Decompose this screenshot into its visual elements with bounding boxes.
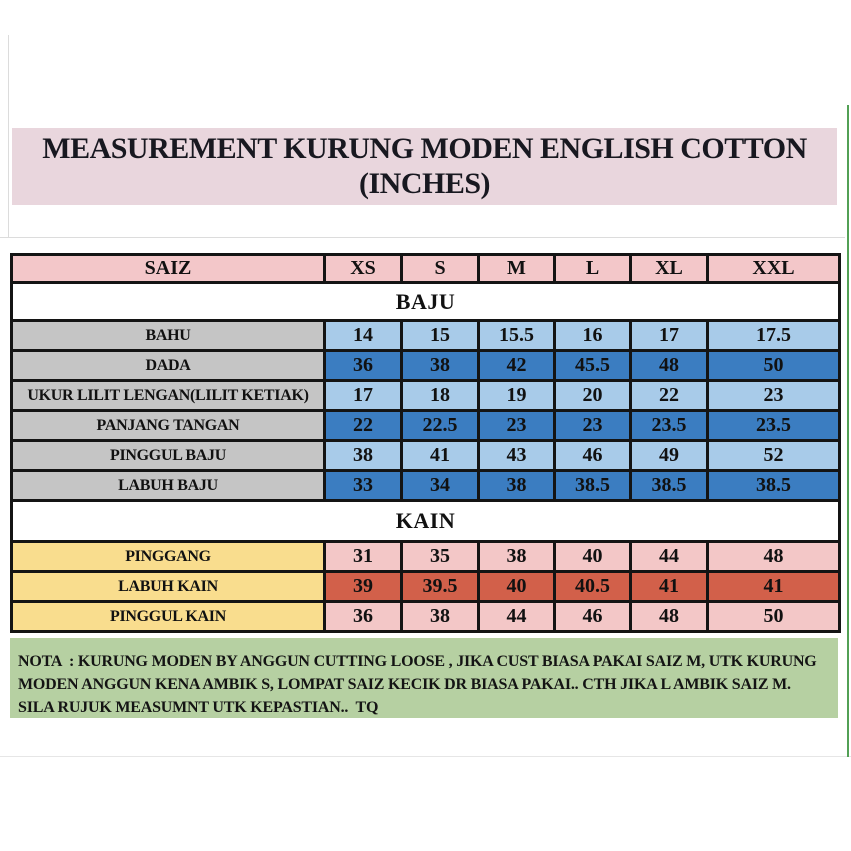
value-cell: 49 [629, 439, 709, 472]
value-cell: 36 [323, 600, 403, 633]
value-cell: 18 [400, 379, 480, 412]
value-cell: 38 [400, 349, 480, 382]
table-row: PANJANG TANGAN 22 22.5 23 23 23.5 23.5 [10, 409, 841, 442]
value-cell: 40.5 [553, 570, 632, 603]
gridline-artifact-vertical [8, 35, 9, 237]
value-cell: 20 [553, 379, 632, 412]
value-cell: 19 [477, 379, 556, 412]
note-text: NOTA : KURUNG MODEN BY ANGGUN CUTTING LO… [10, 638, 838, 718]
section-row-kain: KAIN [10, 499, 841, 543]
value-cell: 38.5 [553, 469, 632, 502]
value-cell: 48 [629, 600, 709, 633]
value-cell: 45.5 [553, 349, 632, 382]
value-cell: 17 [323, 379, 403, 412]
col-header-l: L [553, 253, 632, 284]
value-cell: 15.5 [477, 319, 556, 352]
value-cell: 23 [477, 409, 556, 442]
value-cell: 23.5 [706, 409, 841, 442]
section-header-kain: KAIN [10, 499, 841, 543]
value-cell: 23 [553, 409, 632, 442]
value-cell: 34 [400, 469, 480, 502]
col-header-xxl: XXL [706, 253, 841, 284]
value-cell: 50 [706, 600, 841, 633]
value-cell: 17.5 [706, 319, 841, 352]
table-row: PINGGANG 31 35 38 40 44 48 [10, 540, 841, 573]
row-label: BAHU [10, 319, 326, 352]
row-label: LABUH KAIN [10, 570, 326, 603]
value-cell: 22 [323, 409, 403, 442]
value-cell: 22 [629, 379, 709, 412]
value-cell: 38 [477, 469, 556, 502]
value-cell: 48 [706, 540, 841, 573]
value-cell: 38.5 [629, 469, 709, 502]
value-cell: 38 [477, 540, 556, 573]
gridline-artifact-horizontal-bottom [0, 756, 851, 757]
value-cell: 36 [323, 349, 403, 382]
table-row: PINGGUL KAIN 36 38 44 46 48 50 [10, 600, 841, 633]
value-cell: 40 [477, 570, 556, 603]
gridline-artifact-horizontal-top [0, 237, 845, 238]
value-cell: 42 [477, 349, 556, 382]
table-row: DADA 36 38 42 45.5 48 50 [10, 349, 841, 382]
table-row: LABUH BAJU 33 34 38 38.5 38.5 38.5 [10, 469, 841, 502]
section-row-baju: BAJU [10, 281, 841, 322]
value-cell: 38.5 [706, 469, 841, 502]
value-cell: 40 [553, 540, 632, 573]
value-cell: 39 [323, 570, 403, 603]
value-cell: 15 [400, 319, 480, 352]
page-title: MEASUREMENT KURUNG MODEN ENGLISH COTTON [42, 132, 807, 165]
measurement-table: SAIZ XS S M L XL XXL BAJU BAHU 14 15 15.5 16 17 17.5 D… [10, 253, 841, 633]
table-row: UKUR LILIT LENGAN(LILIT KETIAK) 17 18 19 20 2… [10, 379, 841, 412]
row-label: UKUR LILIT LENGAN(LILIT KETIAK) [10, 379, 326, 412]
col-header-s: S [400, 253, 480, 284]
value-cell: 41 [629, 570, 709, 603]
row-label: PINGGUL KAIN [10, 600, 326, 633]
value-cell: 23 [706, 379, 841, 412]
table-body: BAJU BAHU 14 15 15.5 16 17 17.5 DADA 36 38 42 45.5 48… [10, 281, 841, 633]
value-cell: 31 [323, 540, 403, 573]
value-cell: 38 [323, 439, 403, 472]
row-label: PANJANG TANGAN [10, 409, 326, 442]
value-cell: 23.5 [629, 409, 709, 442]
value-cell: 17 [629, 319, 709, 352]
row-label: PINGGUL BAJU [10, 439, 326, 472]
value-cell: 35 [400, 540, 480, 573]
value-cell: 41 [706, 570, 841, 603]
table-row: BAHU 14 15 15.5 16 17 17.5 [10, 319, 841, 352]
col-header-xl: XL [629, 253, 709, 284]
section-header-baju: BAJU [10, 281, 841, 322]
row-label: LABUH BAJU [10, 469, 326, 502]
value-cell: 46 [553, 600, 632, 633]
value-cell: 44 [477, 600, 556, 633]
right-edge-green-line [847, 105, 849, 757]
value-cell: 44 [629, 540, 709, 573]
value-cell: 39.5 [400, 570, 480, 603]
col-header-xs: XS [323, 253, 403, 284]
value-cell: 46 [553, 439, 632, 472]
table-row: PINGGUL BAJU 38 41 43 46 49 52 [10, 439, 841, 472]
table-row: LABUH KAIN 39 39.5 40 40.5 41 41 [10, 570, 841, 603]
value-cell: 14 [323, 319, 403, 352]
value-cell: 50 [706, 349, 841, 382]
value-cell: 22.5 [400, 409, 480, 442]
value-cell: 33 [323, 469, 403, 502]
row-label: PINGGANG [10, 540, 326, 573]
value-cell: 38 [400, 600, 480, 633]
title-banner: MEASUREMENT KURUNG MODEN ENGLISH COTTON … [12, 128, 837, 205]
row-label: DADA [10, 349, 326, 382]
value-cell: 43 [477, 439, 556, 472]
value-cell: 41 [400, 439, 480, 472]
value-cell: 48 [629, 349, 709, 382]
value-cell: 52 [706, 439, 841, 472]
col-header-saiz: SAIZ [10, 253, 326, 284]
page-subtitle: (INCHES) [358, 166, 491, 200]
table-header-row: SAIZ XS S M L XL XXL [10, 253, 841, 284]
value-cell: 16 [553, 319, 632, 352]
col-header-m: M [477, 253, 556, 284]
